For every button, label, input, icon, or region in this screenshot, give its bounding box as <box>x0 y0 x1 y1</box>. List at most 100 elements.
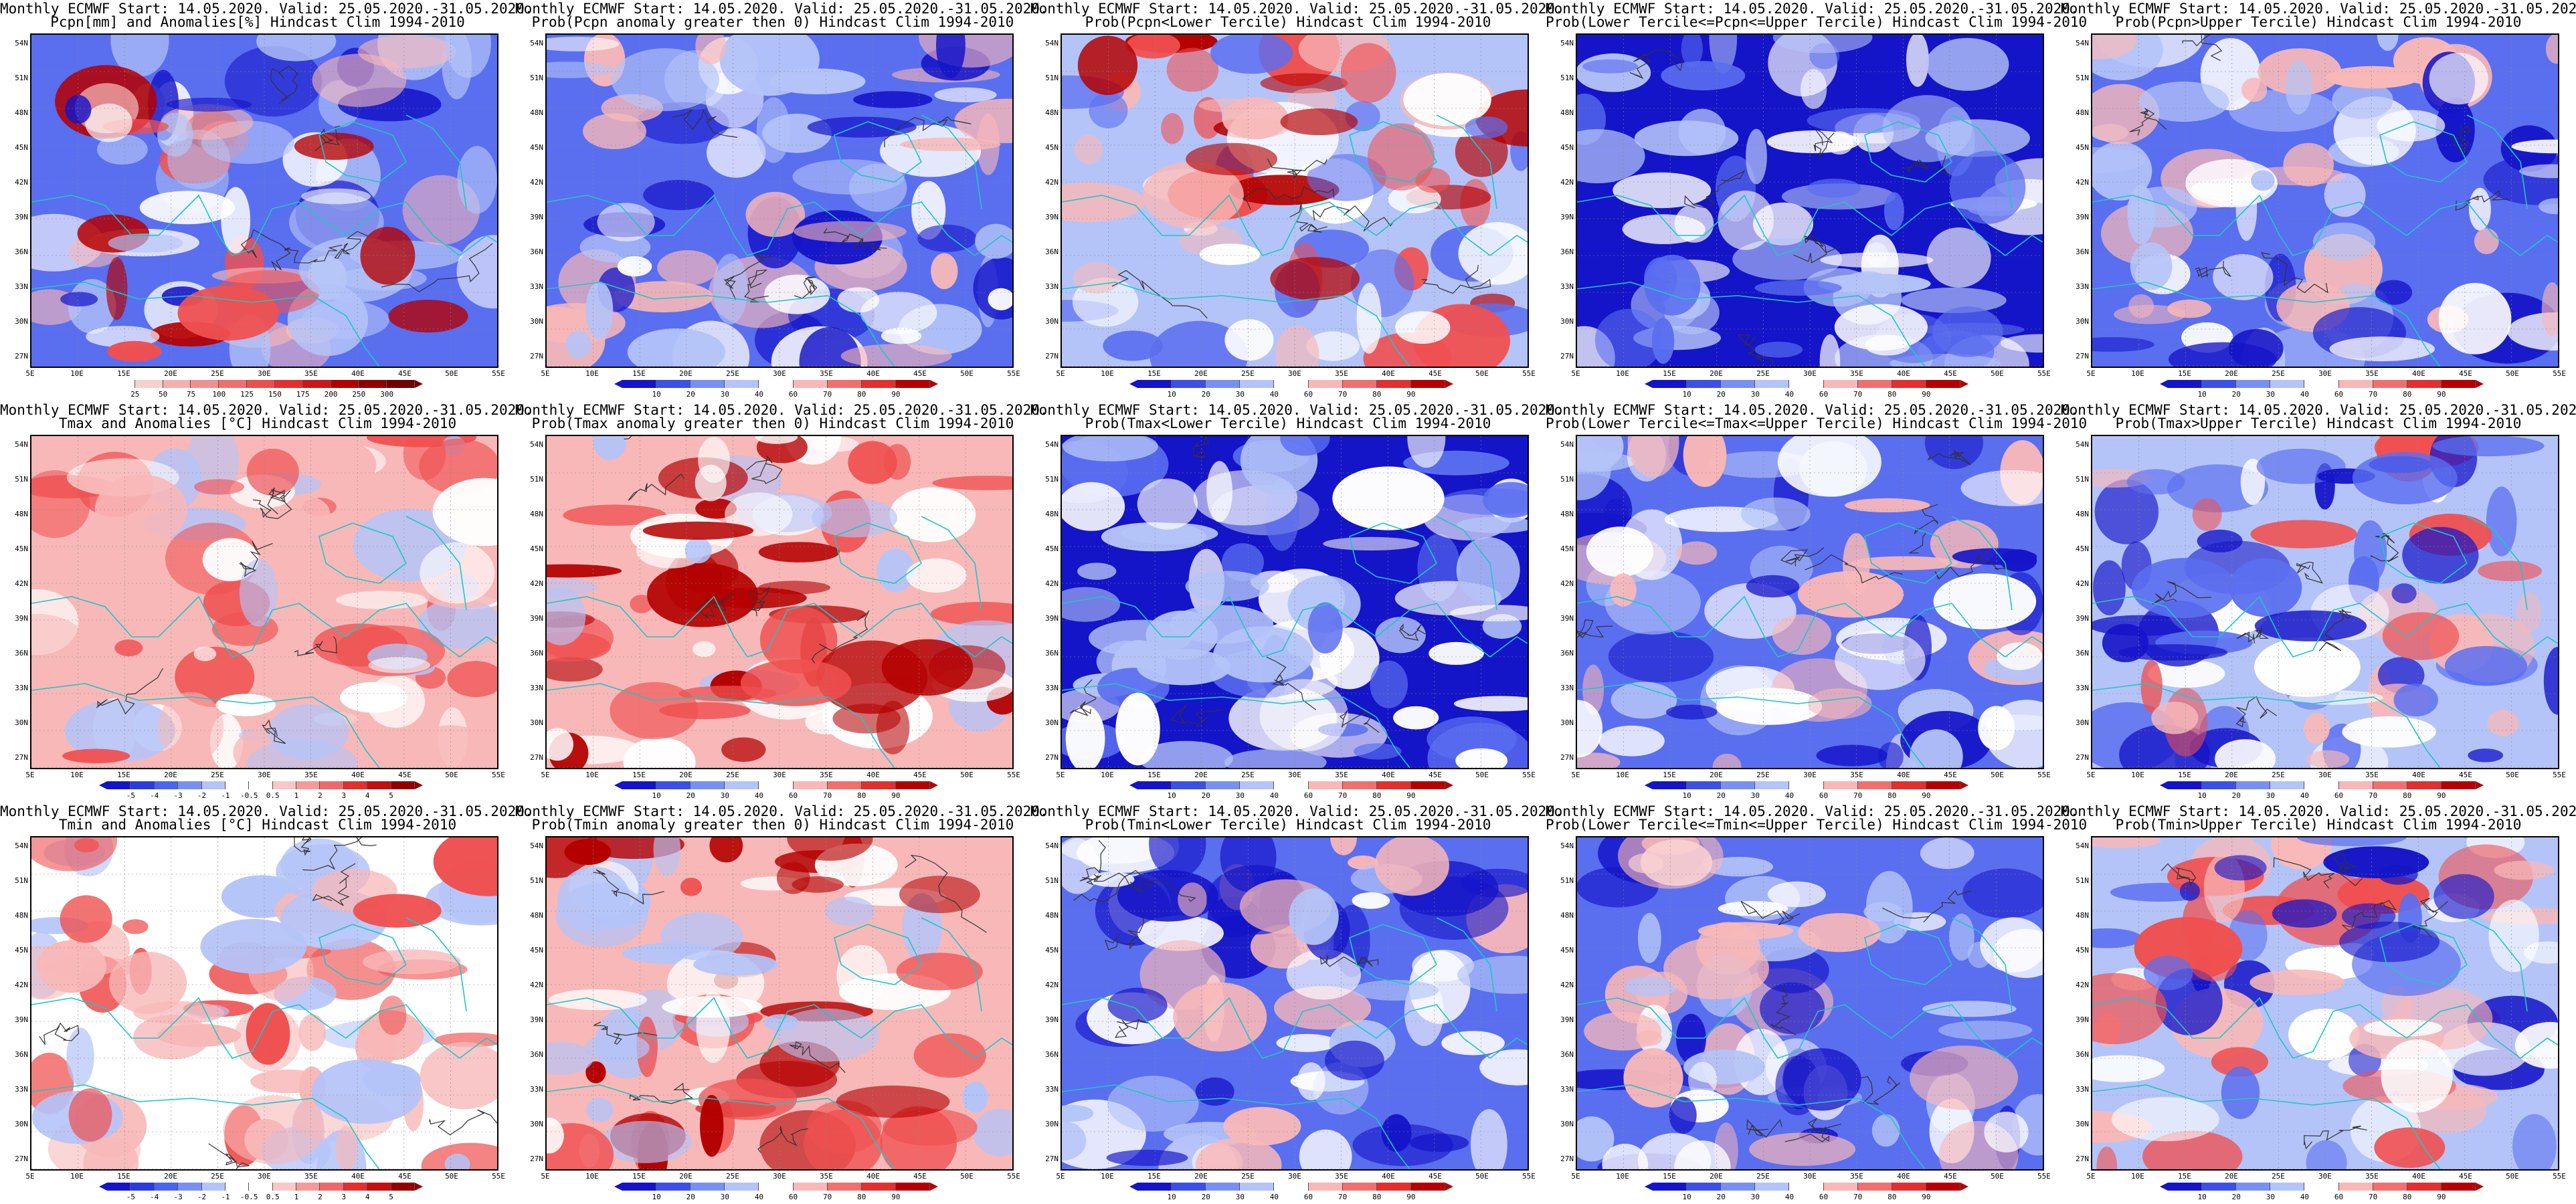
lon-tick-label: 10E <box>2131 369 2144 378</box>
lat-tick-label: 51N <box>2076 876 2089 885</box>
lon-tick-label: 45E <box>2459 1172 2472 1181</box>
field-blob <box>1323 536 1420 550</box>
colorbar-segment <box>2441 380 2476 388</box>
lon-tick-label: 15E <box>1147 369 1161 378</box>
colorbar-segment <box>827 781 862 789</box>
field-blob <box>680 878 703 896</box>
lon-tick-label: 30E <box>773 1172 786 1181</box>
colorbar-segment <box>2407 1183 2442 1191</box>
field-blob <box>256 35 337 62</box>
map-area <box>545 435 1014 769</box>
lon-tick-label: 55E <box>2553 771 2566 779</box>
field-blob <box>1381 1114 1412 1152</box>
field-blob <box>94 474 187 546</box>
colorbar-segment <box>391 1183 415 1191</box>
field-blob <box>2111 1097 2219 1142</box>
colorbar-segment <box>272 781 296 789</box>
colorbar-label: 90 <box>1406 390 1416 399</box>
field-blob <box>276 604 369 625</box>
colorbar-segment <box>656 781 691 789</box>
field-blob <box>1065 705 1105 768</box>
field-blob <box>2342 716 2436 748</box>
contour-line <box>429 1109 497 1136</box>
lon-tick-label: 50E <box>1991 1172 2004 1181</box>
colorbar-segment <box>2202 1183 2237 1191</box>
lon-tick-label: 10E <box>70 771 84 779</box>
colorbar-segment <box>343 1183 368 1191</box>
lat-tick-label: 51N <box>1045 876 1059 885</box>
field-blob <box>1142 161 1244 229</box>
field-blob <box>1121 522 1218 544</box>
lat-tick-label: 42N <box>15 981 28 989</box>
colorbar-label: 0.5 <box>266 1193 280 1201</box>
contour-line <box>252 490 292 520</box>
field-blob <box>2381 1039 2453 1113</box>
colorbar-label: 30 <box>1750 1193 1760 1201</box>
field-blob <box>585 1098 614 1122</box>
field-blob <box>1938 1020 2033 1040</box>
contour-line <box>1882 890 1972 923</box>
colorbar-segment <box>793 1183 828 1191</box>
map-area <box>2091 836 2559 1171</box>
shaded-field <box>1577 436 2043 768</box>
field-blob <box>2127 186 2197 228</box>
map-area <box>30 435 498 769</box>
field-blob <box>2285 60 2312 114</box>
lat-tick-label: 39N <box>15 614 28 623</box>
lon-tick-label: 30E <box>1803 1172 1817 1181</box>
field-blob <box>583 113 646 149</box>
contour-line <box>294 837 312 856</box>
colorbar <box>1645 380 1968 388</box>
field-blob <box>698 1078 798 1120</box>
field-blob <box>434 1032 497 1047</box>
field-blob <box>1077 563 1117 580</box>
contour-line <box>757 1126 808 1153</box>
lon-tick-label: 15E <box>117 771 130 779</box>
lon-tick-label: 45E <box>398 1172 411 1181</box>
field-blob <box>1807 688 1872 719</box>
colorbar-segment <box>656 380 691 388</box>
colorbar-segment <box>691 781 725 789</box>
lat-tick-label: 30N <box>530 317 543 326</box>
field-blob <box>1457 955 1528 994</box>
field-blob <box>1627 436 1679 478</box>
contour-line <box>628 473 684 501</box>
colorbar-arrow-right <box>2475 781 2484 789</box>
coastline <box>2092 917 2558 1169</box>
colorbar-arrow-left <box>1129 781 1137 789</box>
field-blob <box>758 542 840 563</box>
colorbar-segment <box>387 380 415 388</box>
colorbar-segment <box>1410 781 1445 789</box>
lon-tick-label: 50E <box>1475 771 1489 779</box>
contour-line <box>2333 852 2363 886</box>
panel-title-line1: Monthly ECMWF Start: 14.05.2020. Valid: … <box>515 1 1048 17</box>
field-blob <box>769 68 866 94</box>
colorbar-label: 40 <box>2300 390 2310 399</box>
field-blob <box>2514 1021 2558 1069</box>
colorbar-label: 150 <box>268 390 282 399</box>
colorbar-segment <box>2441 781 2476 789</box>
lat-tick-label: 42N <box>2076 178 2089 187</box>
field-blob <box>1932 306 2003 357</box>
colorbar-segment <box>861 1183 896 1191</box>
map-panel: Monthly ECMWF Start: 14.05.2020. Valid: … <box>515 401 1048 803</box>
lat-tick-label: 48N <box>1560 510 1574 518</box>
field-blob <box>1126 35 1180 59</box>
lon-tick-label: 25E <box>1756 1172 1770 1181</box>
colorbar-label: 30 <box>720 1193 729 1201</box>
contour-line <box>270 66 298 104</box>
colorbar-segment <box>320 781 344 789</box>
field-blob <box>2352 452 2458 504</box>
lon-tick-label: 55E <box>1522 369 1536 378</box>
contour-line <box>1770 985 1797 1035</box>
field-blob <box>157 112 193 157</box>
field-blob <box>617 256 652 277</box>
lat-tick-label: 36N <box>2076 1050 2089 1059</box>
colorbar <box>614 1183 938 1191</box>
colorbar-segment <box>2304 781 2339 789</box>
colorbar-label: 0.5 <box>266 791 280 800</box>
field-blob <box>1960 470 2043 506</box>
field-blob <box>2250 520 2357 548</box>
colorbar-label: -2 <box>197 1193 207 1201</box>
colorbar-segment <box>296 781 320 789</box>
